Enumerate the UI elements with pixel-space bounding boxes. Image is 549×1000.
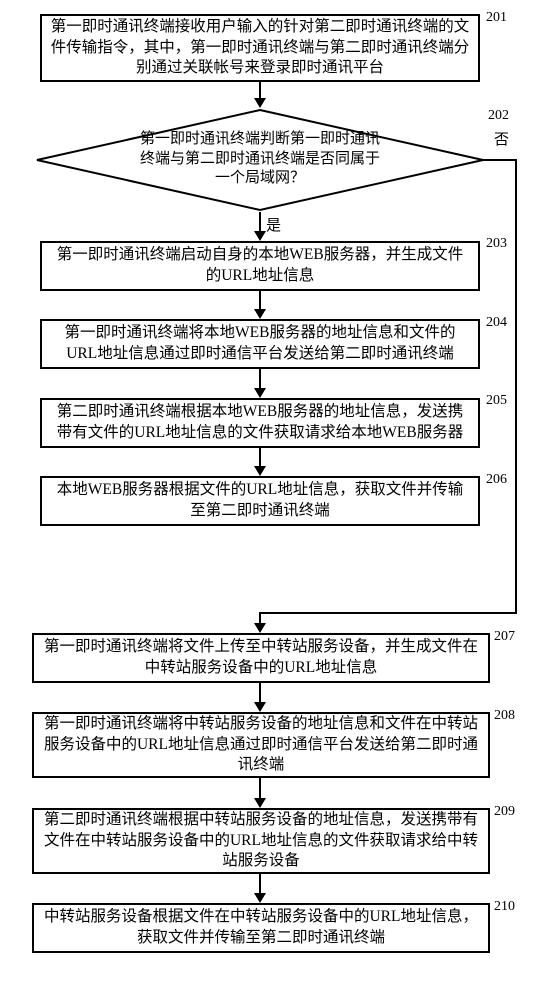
arrowhead-209-210 — [254, 893, 266, 903]
step-206-ref: 206 — [486, 472, 507, 488]
step-206: 本地WEB服务器根据文件的URL地址信息，获取文件并传输至第二即时通讯终端 — [40, 476, 480, 526]
step-207: 第一即时通讯终端将文件上传至中转站服务设备，并生成文件在中转站服务设备中的URL… — [32, 633, 490, 683]
step-206-text: 本地WEB服务器根据文件的URL地址信息，获取文件并传输至第二即时通讯终端 — [50, 480, 470, 522]
step-204-ref: 204 — [486, 315, 507, 331]
step-205: 第二即时通讯终端根据本地WEB服务器的地址信息，发送携带有文件的URL地址信息的… — [40, 398, 480, 448]
arrow-202-203 — [259, 212, 261, 233]
step-207-text: 第一即时通讯终端将文件上传至中转站服务设备，并生成文件在中转站服务设备中的URL… — [42, 637, 480, 679]
step-201-text: 第一即时通讯终端接收用户输入的针对第二即时通讯终端的文件传输指令，其中，第一即时… — [50, 17, 470, 80]
flowchart-diagram: 第一即时通讯终端接收用户输入的针对第二即时通讯终端的文件传输指令，其中，第一即时… — [0, 0, 549, 1000]
step-201-ref: 201 — [486, 10, 507, 26]
no-branch-h1 — [483, 159, 516, 161]
step-209-text: 第二即时通讯终端根据中转站服务设备的地址信息，发送携带有文件在中转站服务设备中的… — [42, 810, 480, 873]
arrowhead-203-204 — [254, 309, 266, 319]
step-204-text: 第一即时通讯终端将本地WEB服务器的地址信息和文件的URL地址信息通过即时通信平… — [50, 323, 470, 365]
step-210-ref: 210 — [494, 899, 515, 915]
arrowhead-207-208 — [254, 702, 266, 712]
arrow-204-205 — [259, 369, 261, 390]
arrow-207-208 — [259, 683, 261, 704]
decision-202: 第一即时通讯终端判断第一即时通讯 终端与第二即时通讯终端是否同属于 一个局域网？ — [35, 108, 485, 212]
step-205-ref: 205 — [486, 393, 507, 409]
decision-202-text: 第一即时通讯终端判断第一即时通讯 终端与第二即时通讯终端是否同属于 一个局域网？ — [107, 130, 413, 189]
arrowhead-205-206 — [254, 466, 266, 476]
arrowhead-208-209 — [254, 798, 266, 808]
branch-no-label: 否 — [494, 128, 509, 149]
arrow-208-209 — [259, 778, 261, 800]
step-201: 第一即时通讯终端接收用户输入的针对第二即时通讯终端的文件传输指令，其中，第一即时… — [40, 14, 480, 82]
no-branch-arrowhead — [254, 623, 266, 633]
step-203-ref: 203 — [486, 236, 507, 252]
step-209-ref: 209 — [494, 804, 515, 820]
arrow-205-206 — [259, 448, 261, 468]
arrowhead-202-203 — [254, 231, 266, 241]
arrowhead-204-205 — [254, 388, 266, 398]
step-207-ref: 207 — [494, 629, 515, 645]
arrow-209-210 — [259, 874, 261, 895]
arrow-203-204 — [259, 291, 261, 311]
step-208-ref: 208 — [494, 708, 515, 724]
step-208-text: 第一即时通讯终端将中转站服务设备的地址信息和文件在中转站服务设备中的URL地址信… — [42, 714, 480, 777]
no-branch-h2 — [259, 612, 517, 614]
no-branch-v — [515, 159, 517, 613]
step-204: 第一即时通讯终端将本地WEB服务器的地址信息和文件的URL地址信息通过即时通信平… — [40, 319, 480, 369]
step-208: 第一即时通讯终端将中转站服务设备的地址信息和文件在中转站服务设备中的URL地址信… — [32, 712, 490, 778]
step-210: 中转站服务设备根据文件在中转站服务设备中的URL地址信息，获取文件并传输至第二即… — [32, 903, 490, 953]
arrowhead-201-202 — [254, 98, 266, 108]
branch-yes-label: 是 — [266, 214, 281, 235]
step-202-ref: 202 — [488, 108, 509, 124]
step-203: 第一即时通讯终端启动自身的本地WEB服务器，并生成文件的URL地址信息 — [40, 241, 480, 291]
step-203-text: 第一即时通讯终端启动自身的本地WEB服务器，并生成文件的URL地址信息 — [50, 245, 470, 287]
step-205-text: 第二即时通讯终端根据本地WEB服务器的地址信息，发送携带有文件的URL地址信息的… — [50, 402, 470, 444]
step-210-text: 中转站服务设备根据文件在中转站服务设备中的URL地址信息，获取文件并传输至第二即… — [42, 907, 480, 949]
step-209: 第二即时通讯终端根据中转站服务设备的地址信息，发送携带有文件在中转站服务设备中的… — [32, 808, 490, 874]
